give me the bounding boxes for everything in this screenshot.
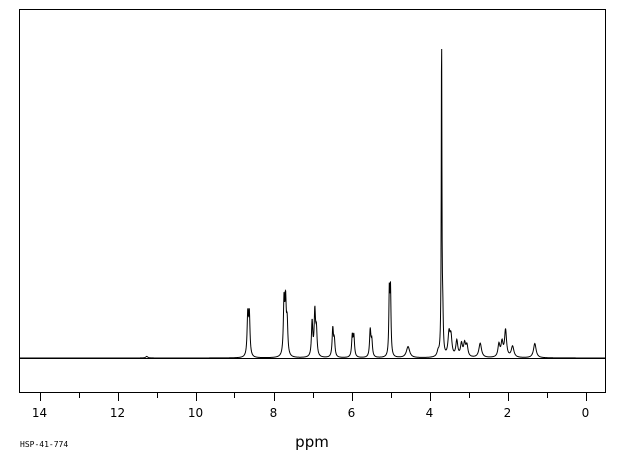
x-tick-label: 12: [110, 406, 125, 420]
x-tick-label: 6: [348, 406, 356, 420]
plot-frame: [19, 9, 606, 393]
spectrum-code-label: HSP-41-774: [20, 440, 68, 449]
x-tick-label: 4: [426, 406, 434, 420]
x-axis-ticks: [40, 392, 587, 401]
x-tick-label: 14: [32, 406, 47, 420]
x-tick-label: 0: [582, 406, 590, 420]
x-tick-label: 2: [504, 406, 512, 420]
x-axis-tick-labels: 14 12 10 8 6 4 2 0: [32, 406, 589, 420]
x-axis-title: ppm: [295, 433, 329, 451]
x-tick-label: 10: [188, 406, 203, 420]
x-tick-label: 8: [270, 406, 278, 420]
spectrum-trace: [20, 49, 605, 359]
